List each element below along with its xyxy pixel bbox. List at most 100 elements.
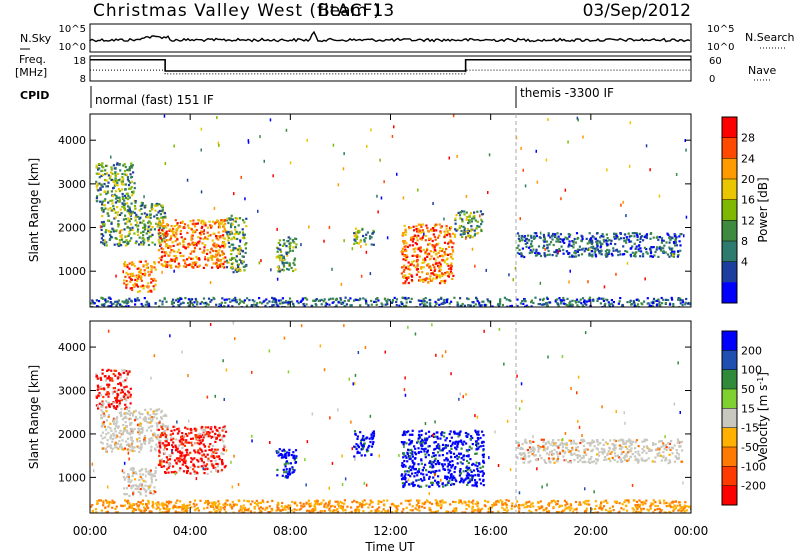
data-cell xyxy=(139,412,142,416)
data-cell xyxy=(125,377,128,380)
data-cell xyxy=(286,240,289,243)
data-cell xyxy=(677,456,680,459)
data-cell xyxy=(429,460,432,463)
data-cell xyxy=(207,259,210,262)
data-cell xyxy=(435,276,438,279)
data-cell xyxy=(589,299,592,302)
data-cell xyxy=(206,237,209,241)
data-cell xyxy=(466,469,469,472)
data-cell xyxy=(669,505,672,509)
data-cell xyxy=(175,223,179,226)
data-cell xyxy=(115,163,119,166)
data-cell xyxy=(152,473,155,476)
data-cell xyxy=(613,447,616,451)
data-cell xyxy=(518,248,521,251)
data-cell xyxy=(155,443,158,446)
data-cell xyxy=(152,433,155,436)
data-cell xyxy=(100,378,103,381)
data-cell xyxy=(433,448,436,451)
data-cell xyxy=(241,255,244,258)
data-cell xyxy=(449,469,452,472)
data-cell xyxy=(245,242,248,245)
data-cell xyxy=(432,227,435,230)
data-cell xyxy=(446,230,449,233)
data-cell xyxy=(156,423,159,426)
data-cell xyxy=(123,282,126,285)
data-cell xyxy=(137,485,140,488)
data-cell xyxy=(110,190,113,193)
data-cell xyxy=(156,409,159,412)
data-cell xyxy=(627,451,630,454)
data-cell xyxy=(465,211,468,214)
data-cell xyxy=(160,256,163,259)
data-cell xyxy=(126,225,129,229)
data-cell xyxy=(437,298,440,301)
data-cell xyxy=(124,393,127,397)
data-cell xyxy=(91,504,94,507)
data-cell xyxy=(214,448,217,451)
data-cell xyxy=(101,203,104,206)
data-cell xyxy=(138,290,142,293)
data-cell xyxy=(664,251,667,254)
data-cell xyxy=(422,466,425,469)
data-cell xyxy=(365,502,368,505)
data-cell xyxy=(403,470,407,473)
data-cell xyxy=(355,234,358,237)
data-cell xyxy=(468,229,471,233)
data-cell xyxy=(223,240,226,243)
data-cell xyxy=(205,301,208,304)
data-cell xyxy=(635,251,638,254)
data-cell xyxy=(404,282,407,285)
data-cell xyxy=(611,443,614,446)
data-cell xyxy=(401,482,404,485)
data-cell xyxy=(412,481,415,484)
data-cell xyxy=(115,166,117,170)
data-cell xyxy=(550,450,553,453)
data-cell xyxy=(428,303,432,307)
data-cell xyxy=(186,178,189,182)
data-cell xyxy=(158,236,161,239)
data-cell xyxy=(140,207,143,211)
data-cell xyxy=(351,247,354,251)
data-cell xyxy=(375,297,378,301)
data-cell xyxy=(173,260,176,263)
data-cell xyxy=(203,246,206,249)
data-cell xyxy=(123,417,126,420)
data-cell xyxy=(142,237,145,240)
data-cell xyxy=(223,226,226,229)
data-cell xyxy=(402,240,405,243)
data-cell xyxy=(107,377,110,380)
data-cell xyxy=(238,267,241,270)
data-cell xyxy=(416,267,419,271)
data-cell xyxy=(444,484,447,487)
data-cell xyxy=(345,303,348,306)
data-cell xyxy=(165,434,168,437)
data-cell xyxy=(143,241,146,244)
data-cell xyxy=(171,230,174,233)
data-cell xyxy=(285,468,288,471)
data-cell xyxy=(635,232,638,235)
data-cell xyxy=(197,219,201,222)
data-cell xyxy=(559,233,562,236)
data-cell xyxy=(474,440,478,443)
data-cell xyxy=(174,219,177,222)
data-cell xyxy=(574,301,578,304)
data-cell xyxy=(203,472,206,475)
data-cell xyxy=(402,265,405,268)
data-cell xyxy=(350,304,353,307)
data-cell xyxy=(369,235,372,238)
data-cell xyxy=(209,251,212,254)
data-cell xyxy=(245,264,248,267)
data-cell xyxy=(162,216,165,219)
data-cell xyxy=(384,303,387,306)
data-cell xyxy=(212,456,215,459)
data-cell xyxy=(138,450,141,454)
data-cell xyxy=(417,227,420,230)
data-cell xyxy=(187,298,190,301)
data-cell xyxy=(174,446,178,449)
data-cell xyxy=(112,420,115,423)
power-colorbar-swatch xyxy=(722,158,737,180)
data-cell xyxy=(680,440,683,443)
data-cell xyxy=(236,217,239,220)
data-cell xyxy=(567,233,570,236)
